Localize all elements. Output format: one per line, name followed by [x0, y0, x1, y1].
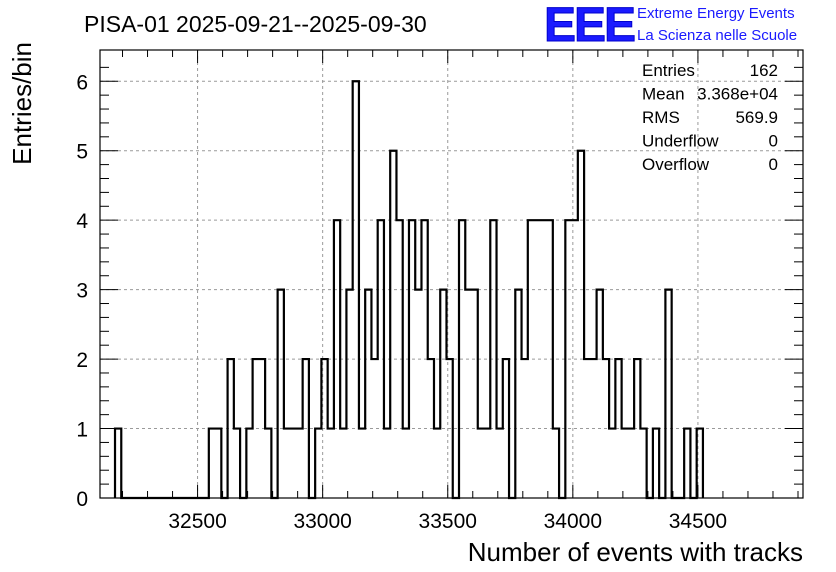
eee-logo-text: EEE: [544, 0, 635, 52]
eee-logo-line-1: Extreme Energy Events: [637, 5, 795, 22]
stats-label: Mean: [642, 85, 685, 104]
stats-label: Underflow: [642, 132, 719, 151]
stats-row: Underflow 0: [642, 132, 778, 151]
stats-value: 3.368e+04: [697, 85, 778, 104]
stats-value: 0: [769, 155, 778, 174]
stats-row: Mean 3.368e+04: [642, 85, 778, 104]
y-tick-label: 1: [76, 419, 88, 442]
x-tick-label: 32500: [168, 510, 226, 533]
stats-label: Entries: [642, 61, 695, 80]
plot-frame: [99, 49, 804, 499]
y-tick-label: 2: [76, 349, 88, 372]
stats-label: Overflow: [642, 155, 710, 174]
stats-row: RMS 569.9: [642, 108, 778, 127]
x-axis-title: Number of events with tracks: [468, 537, 803, 567]
y-tick-label: 3: [76, 280, 88, 303]
y-tick-label: 5: [76, 141, 88, 164]
x-tick-label: 33000: [293, 510, 351, 533]
x-tick-label: 34500: [669, 510, 727, 533]
stats-row: Entries 162: [642, 61, 778, 80]
stats-value: 569.9: [735, 108, 778, 127]
y-tick-label: 4: [76, 210, 88, 233]
x-tick-label: 33500: [419, 510, 477, 533]
y-axis-title: Entries/bin: [7, 42, 37, 165]
stats-row: Overflow 0: [642, 155, 778, 174]
stats-label: RMS: [642, 108, 680, 127]
stats-box: Entries 162 Mean 3.368e+04 RMS 569.9 Underflow…: [642, 61, 778, 174]
x-axis: 32500 33000 33500 34000 34500: [122, 50, 799, 533]
eee-logo: EEE Extreme Energy Events La Scienza nel…: [544, 0, 798, 53]
y-tick-label: 0: [76, 488, 88, 511]
x-tick-label: 34000: [544, 510, 602, 533]
stats-value: 162: [750, 61, 778, 80]
y-tick-label: 6: [76, 71, 88, 94]
stats-value: 0: [769, 132, 778, 151]
y-axis: 0 1 2 3 4 5 6: [76, 66, 803, 511]
grid-lines: [100, 50, 803, 498]
eee-logo-line-2: La Scienza nelle Scuole: [637, 27, 797, 44]
chart-title: PISA-01 2025-09-21--2025-09-30: [84, 11, 427, 37]
